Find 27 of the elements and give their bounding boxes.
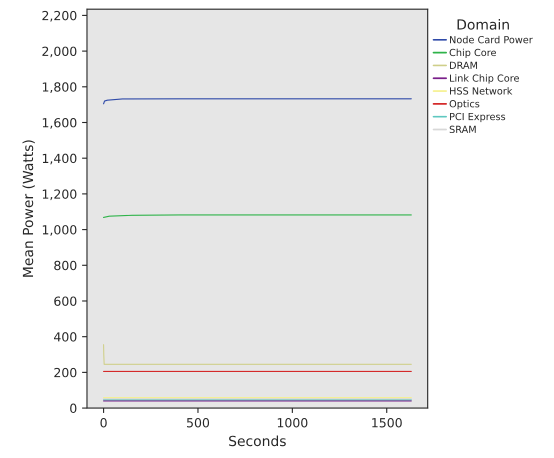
y-tick-label: 2,200: [42, 10, 76, 22]
y-tick-label: 1,200: [42, 189, 76, 200]
y-tick-label: 600: [54, 296, 76, 306]
legend-title: Domain: [458, 18, 509, 30]
x-tick-label: 0: [100, 418, 107, 428]
legend-label: DRAM: [450, 62, 478, 69]
y-tick-label: 200: [54, 368, 76, 378]
y-tick-label: 0: [70, 404, 76, 414]
legend-label: Chip Core: [450, 48, 496, 58]
y-tick-label: 2,000: [42, 46, 76, 58]
x-tick-label: 1000: [278, 418, 308, 428]
legend-label: SRAM: [450, 126, 476, 134]
legend-label: Node Card Power: [450, 36, 533, 44]
x-axis-title: Seconds: [229, 435, 286, 446]
y-tick-label: 1,400: [42, 154, 76, 164]
y-tick-label: 400: [54, 332, 76, 342]
y-tick-label: 800: [54, 260, 76, 270]
legend-label: HSS Network: [450, 87, 512, 95]
y-tick-label: 1,000: [42, 225, 76, 236]
y-tick-label: 1,800: [42, 82, 76, 94]
x-tick-label: 500: [187, 418, 210, 428]
legend-label: Optics: [450, 100, 480, 110]
y-tick-label: 1,600: [42, 118, 76, 129]
y-axis-title: Mean Power (Watts): [22, 140, 35, 277]
legend-label: PCI Express: [450, 112, 506, 122]
x-tick-label: 1500: [372, 418, 402, 428]
legend-label: Link Chip Core: [450, 74, 519, 84]
